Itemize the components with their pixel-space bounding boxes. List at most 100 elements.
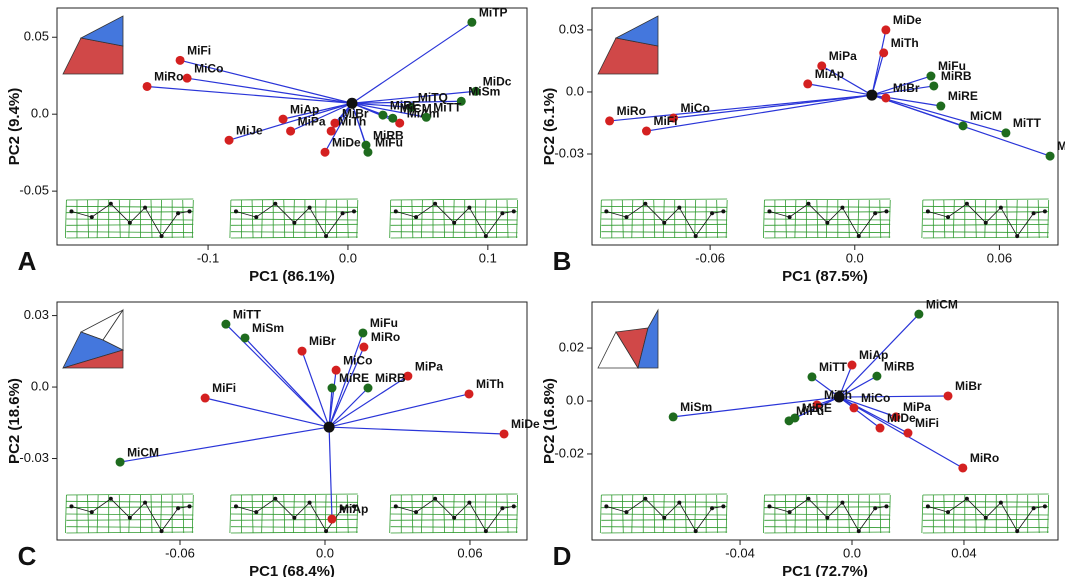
point-label: MiAm: [407, 106, 440, 120]
landmark-link: [927, 498, 1045, 532]
tree-branch: [351, 102, 411, 108]
landmark-link: [235, 203, 355, 237]
y-axis-label: PC2 (16.8%): [541, 378, 558, 464]
tip-point: [331, 365, 341, 375]
grid-warp: [1047, 199, 1050, 239]
plot-frame: [56, 7, 528, 246]
grid-warp: [230, 223, 358, 226]
grid-warp: [66, 526, 194, 529]
tip-point: [456, 96, 466, 106]
grid-warp: [922, 198, 1049, 201]
tree-branch: [871, 52, 885, 96]
grid-warp: [601, 500, 728, 503]
grid-warp: [662, 494, 665, 534]
grid-warp: [601, 211, 728, 214]
panel-letter: C: [18, 541, 37, 571]
tree-branch: [301, 350, 330, 428]
point-label: MiRE: [948, 89, 978, 103]
grid-warp: [230, 526, 358, 529]
tip-point: [327, 383, 337, 393]
landmark: [825, 515, 830, 520]
grid-warp: [922, 493, 1049, 496]
root-point: [323, 421, 335, 433]
tip-point: [926, 71, 936, 81]
point-label: MiCM: [400, 101, 432, 115]
grid-warp: [725, 199, 728, 239]
landmark: [1042, 209, 1047, 214]
grid-warp: [764, 493, 891, 496]
x-axis-label: PC1 (72.7%): [782, 563, 868, 577]
landmark: [273, 496, 278, 501]
x-tick-label: 0.06: [987, 250, 1012, 265]
grid-warp: [390, 198, 518, 201]
tip-point: [958, 121, 968, 131]
tree-branch: [328, 393, 470, 428]
grid-warp: [764, 205, 891, 208]
grid-warp: [599, 494, 602, 534]
grid-warp: [922, 500, 1049, 503]
grid-warp: [922, 506, 1049, 509]
grid-warp: [230, 236, 358, 239]
landmark: [143, 205, 148, 210]
landmark: [721, 504, 726, 509]
grid-warp: [66, 493, 194, 496]
point-label: MiPa: [829, 49, 857, 63]
y-tick-label: 0.0: [31, 106, 49, 121]
tip-point: [803, 79, 813, 89]
tip-point: [605, 116, 615, 126]
landmark: [176, 211, 181, 216]
grid-warp: [66, 518, 194, 521]
grid-warp: [346, 494, 349, 534]
tip-point: [817, 61, 827, 71]
tip-point: [330, 118, 340, 128]
grid-warp: [118, 494, 121, 534]
landmark: [187, 504, 192, 509]
deformation-grid: [599, 493, 728, 534]
landmark: [351, 504, 356, 509]
root-point: [346, 97, 358, 109]
landmark: [500, 506, 505, 511]
grid-warp: [390, 531, 518, 534]
grid-warp: [816, 199, 819, 239]
landmark: [806, 201, 811, 206]
tree-branch: [328, 387, 333, 428]
landmark: [340, 506, 345, 511]
shape-icon: [62, 15, 124, 75]
grid-warp: [390, 506, 518, 509]
point-label: MiCM: [970, 109, 1002, 123]
point-label: MiTP: [479, 5, 508, 19]
deformation-grid: [763, 198, 891, 239]
grid-warp: [506, 494, 509, 534]
grid-warp: [229, 494, 232, 534]
tip-point: [914, 309, 924, 319]
grid-warp: [506, 199, 509, 239]
landmark-link: [395, 498, 514, 532]
landmark: [69, 504, 74, 509]
landmark: [511, 209, 516, 214]
grid-warp: [601, 198, 728, 201]
grid-warp: [1037, 199, 1040, 239]
landmark: [1015, 529, 1020, 534]
deformation-grid: [389, 493, 518, 534]
deformation-grid: [229, 198, 359, 239]
landmark: [825, 220, 830, 225]
grid-warp: [725, 494, 728, 534]
tree-branch: [179, 59, 353, 104]
grid-warp: [763, 199, 765, 239]
grid-warp: [984, 494, 987, 534]
tip-point: [936, 101, 946, 111]
grid-warp: [764, 513, 891, 516]
point-label: MiRE: [390, 98, 420, 112]
grid-warp: [66, 223, 194, 226]
landmark: [873, 211, 878, 216]
landmark: [467, 500, 472, 505]
y-axis-label: PC2 (9.4%): [6, 88, 23, 166]
point-label: MiCM: [127, 445, 159, 459]
tree-branch: [807, 83, 872, 96]
grid-warp: [601, 493, 728, 496]
tip-point: [363, 147, 373, 157]
grid-warp: [1037, 494, 1040, 534]
grid-warp: [324, 199, 327, 239]
grid-warp: [292, 199, 295, 239]
x-tick-label: -0.06: [695, 250, 725, 265]
